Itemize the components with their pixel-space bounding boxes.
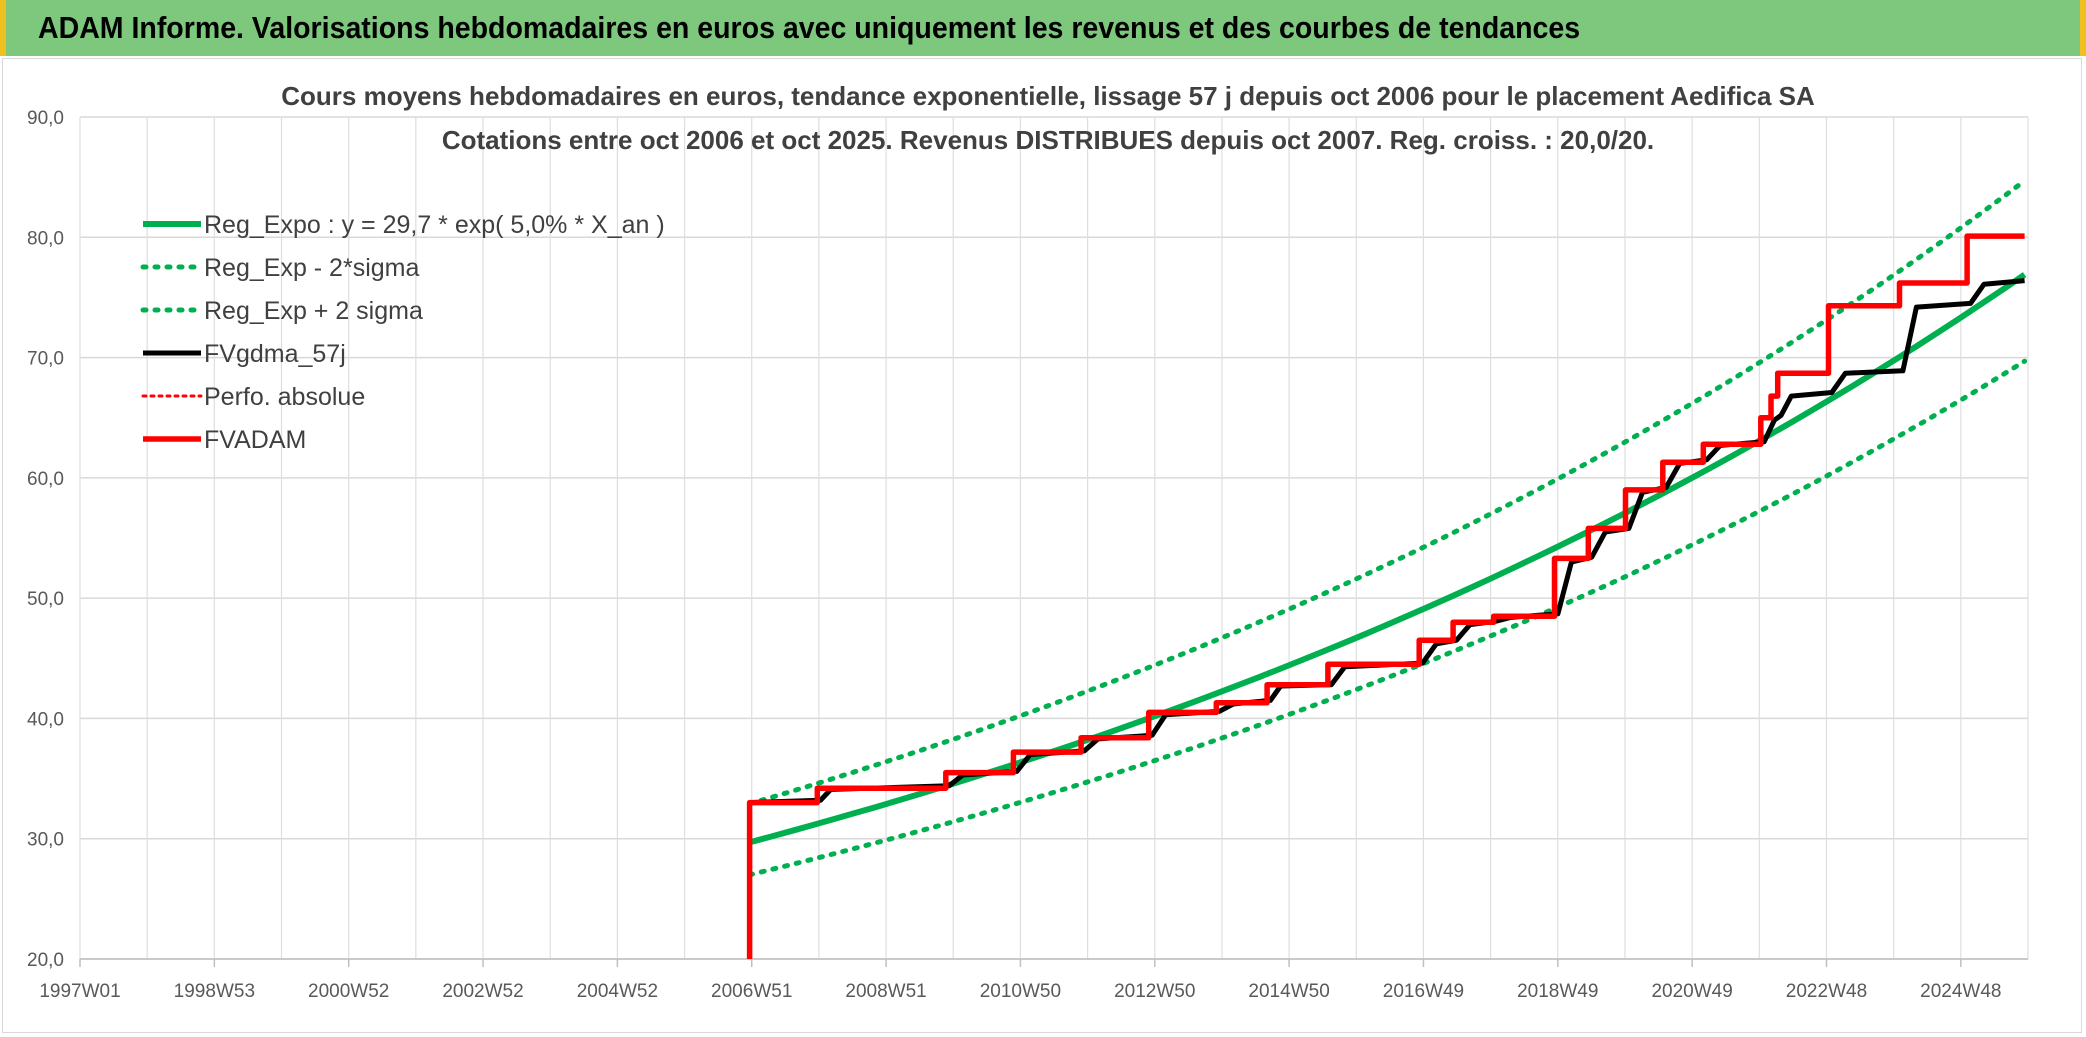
x-tick-label: 2004W52: [577, 981, 658, 1002]
y-tick-label: 30,0: [27, 830, 64, 851]
x-tick-label: 2018W49: [1517, 981, 1598, 1002]
legend-entry-label: FVgdma_57j: [204, 340, 346, 368]
x-tick-label: 2022W48: [1786, 981, 1867, 1002]
legend: Reg_Expo : y = 29,7 * exp( 5,0% * X_an )…: [140, 211, 665, 454]
x-tick-label: 2014W50: [1248, 981, 1329, 1002]
y-tick-label: 50,0: [27, 589, 64, 610]
series-line-3: [749, 278, 2025, 806]
series-line-5: [746, 233, 2025, 959]
x-tick-label: 2024W48: [1920, 981, 2001, 1002]
series-line-2: [747, 178, 2028, 807]
x-tick-label: 2008W51: [845, 981, 926, 1002]
page-title: ADAM Informe. Valorisations hebdomadaire…: [38, 10, 1581, 45]
y-tick-label: 40,0: [27, 709, 64, 730]
x-tick-label: 2016W49: [1383, 981, 1464, 1002]
chart-area: 20,0 30,0 40,0 50,0 60,0 70,0 80,0 90,0 1997W01 1…: [2, 58, 2082, 1033]
chart-svg: 20,0 30,0 40,0 50,0 60,0 70,0 80,0 90,0 1997W01 1…: [27, 81, 2029, 1002]
axes: 20,0 30,0 40,0 50,0 60,0 70,0 80,0 90,0 1997W01 1…: [27, 108, 2028, 1002]
x-tick-label: 2000W52: [308, 981, 389, 1002]
y-tick-label: 80,0: [27, 228, 64, 249]
y-tick-label: 60,0: [27, 469, 64, 490]
legend-entry-label: FVADAM: [204, 426, 306, 454]
x-tick-label: 2006W51: [711, 981, 792, 1002]
x-tick-label: 2010W50: [980, 981, 1061, 1002]
series-lines: [746, 178, 2028, 959]
series-line-0: [748, 272, 2027, 846]
x-tick-label: 2002W52: [442, 981, 523, 1002]
header-bar: ADAM Informe. Valorisations hebdomadaire…: [0, 0, 2086, 56]
series-line-1: [747, 358, 2028, 878]
legend-entry-label: Reg_Expo : y = 29,7 * exp( 5,0% * X_an ): [204, 211, 665, 239]
y-tick-label: 20,0: [27, 950, 64, 971]
legend-entry-label: Reg_Exp + 2 sigma: [204, 297, 423, 325]
grid-lines: [79, 116, 2029, 960]
legend-entry-label: Reg_Exp - 2*sigma: [204, 254, 419, 282]
x-tick-label: 1998W53: [174, 981, 255, 1002]
x-tick-label: 2012W50: [1114, 981, 1195, 1002]
y-tick-label: 70,0: [27, 349, 64, 370]
x-tick-label: 1997W01: [39, 981, 120, 1002]
legend-entry-label: Perfo. absolue: [204, 383, 365, 411]
chart-title: Cours moyens hebdomadaires en euros, ten…: [281, 81, 1815, 111]
y-tick-label: 90,0: [27, 108, 64, 129]
chart-subtitle: Cotations entre oct 2006 et oct 2025. Re…: [442, 125, 1654, 155]
x-tick-label: 2020W49: [1651, 981, 1732, 1002]
